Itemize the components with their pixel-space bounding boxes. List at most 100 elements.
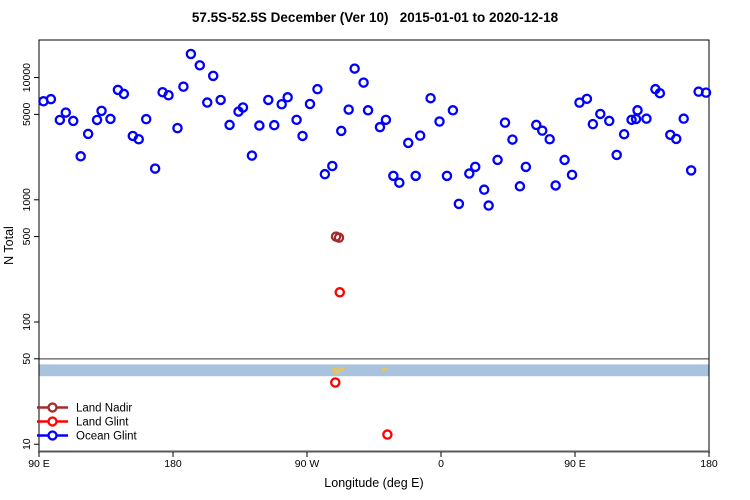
- ocean-glint-point: [215, 94, 226, 106]
- ocean-glint-point: [263, 94, 274, 106]
- ocean-glint-point: [276, 99, 287, 110]
- ocean-glint-point: [343, 104, 354, 115]
- ocean-glint-point: [82, 128, 94, 140]
- ocean-glint-point: [559, 154, 570, 166]
- ocean-glint-point: [312, 83, 323, 95]
- ocean-glint-point: [224, 119, 235, 131]
- ocean-glint-point: [297, 130, 308, 142]
- ocean-glint-point: [536, 125, 548, 136]
- ocean-glint-point: [282, 92, 293, 103]
- ocean-glint-point: [434, 116, 445, 127]
- x-tick-label: 90 E: [564, 458, 586, 470]
- ocean-glint-point: [550, 180, 561, 191]
- legend-label: Ocean Glint: [76, 431, 138, 443]
- ocean-glint-point: [194, 60, 206, 71]
- ocean-glint-point: [441, 170, 453, 182]
- ocean-glint-point: [425, 92, 436, 104]
- land-glint-point: [382, 429, 393, 440]
- stray-mark: [338, 366, 346, 371]
- x-tick-label: 0: [438, 458, 444, 470]
- ocean-glint-point: [700, 87, 712, 98]
- ocean-glint-point: [45, 93, 57, 105]
- ocean-glint-point: [67, 115, 79, 127]
- reference-band: [39, 364, 709, 377]
- y-tick-label: 500: [21, 228, 33, 246]
- legend-swatch-marker: [47, 430, 58, 441]
- y-tick-label: 1000: [21, 188, 33, 212]
- ocean-glint-point: [685, 165, 697, 176]
- ocean-glint-point: [410, 170, 421, 182]
- y-tick-label: 5000: [21, 103, 33, 127]
- ocean-glint-point: [566, 169, 578, 181]
- ocean-glint-point: [611, 149, 622, 161]
- ocean-glint-point: [507, 134, 518, 145]
- land-glint-point: [334, 287, 346, 298]
- ocean-glint-point: [268, 119, 280, 131]
- ocean-glint-point: [54, 114, 66, 126]
- legend-swatch-marker: [47, 402, 58, 413]
- ocean-glint-point: [492, 154, 503, 166]
- ocean-glint-point: [178, 81, 189, 92]
- x-tick-label: 180: [700, 458, 718, 470]
- y-axis-label: N Total: [2, 226, 16, 265]
- x-axis-label: Longitude (deg E): [324, 476, 423, 490]
- ocean-glint-point: [118, 88, 130, 100]
- ocean-glint-point: [654, 87, 666, 99]
- y-tick-label: 10: [21, 438, 33, 450]
- ocean-glint-point: [327, 160, 338, 172]
- ocean-glint-point: [304, 98, 316, 110]
- x-tick-label: 180: [164, 458, 182, 470]
- ocean-glint-point: [96, 105, 107, 117]
- legend-label: Land Glint: [76, 417, 129, 429]
- ocean-glint-point: [185, 48, 197, 60]
- chart-title: 57.5S-52.5S December (Ver 10) 2015-01-01…: [191, 10, 559, 25]
- ocean-glint-point: [374, 121, 386, 133]
- plot-frame: [38, 39, 710, 452]
- land-nadir-point: [333, 232, 345, 243]
- ocean-glint-point: [172, 122, 183, 134]
- ocean-glint-point: [133, 133, 145, 145]
- ocean-glint-point: [478, 184, 490, 195]
- stray-mark: [331, 367, 338, 372]
- ocean-glint-point: [105, 113, 116, 125]
- ocean-glint-point: [60, 107, 72, 118]
- ocean-glint-point: [358, 77, 369, 88]
- ocean-glint-point: [581, 93, 593, 105]
- ocean-glint-point: [670, 133, 682, 145]
- ocean-glint-point: [464, 168, 475, 179]
- ocean-glint-point: [140, 113, 152, 125]
- legend-swatch-marker: [47, 416, 58, 427]
- ocean-glint-point: [201, 97, 213, 108]
- ocean-glint-point: [149, 163, 161, 174]
- ocean-glint-point: [414, 130, 426, 141]
- ocean-glint-point: [388, 170, 399, 182]
- ocean-glint-point: [447, 105, 459, 116]
- stray-mark: [381, 367, 388, 372]
- ocean-glint-point: [499, 117, 511, 128]
- ocean-glint-point: [394, 177, 405, 188]
- ocean-glint-point: [544, 133, 555, 145]
- ocean-glint-point: [626, 114, 637, 126]
- ocean-glint-point: [237, 102, 249, 113]
- ocean-glint-point: [319, 168, 331, 180]
- ocean-glint-point: [254, 120, 265, 131]
- ocean-glint-point: [531, 119, 542, 131]
- x-tick-label: 90 E: [28, 458, 50, 470]
- ocean-glint-point: [641, 113, 652, 124]
- ocean-glint-point: [514, 181, 526, 192]
- ocean-glint-point: [163, 89, 174, 101]
- ocean-glint-point: [207, 70, 219, 82]
- y-tick-label: 10000: [21, 63, 33, 92]
- ocean-glint-point: [75, 151, 86, 162]
- legend-label: Land Nadir: [76, 403, 132, 415]
- ocean-glint-point: [632, 105, 643, 116]
- ocean-glint-point: [91, 114, 103, 126]
- ocean-glint-point: [618, 128, 630, 140]
- ocean-glint-point: [453, 198, 465, 210]
- ocean-glint-point: [595, 108, 606, 120]
- y-tick-label: 100: [21, 313, 33, 331]
- ocean-glint-point: [483, 200, 494, 211]
- land-glint-point: [330, 377, 341, 388]
- ocean-glint-point: [678, 113, 689, 124]
